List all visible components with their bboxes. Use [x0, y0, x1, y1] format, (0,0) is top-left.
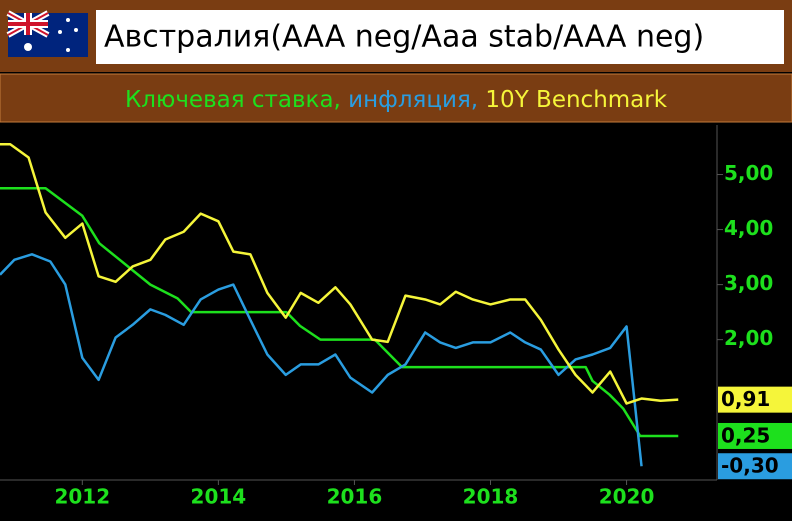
- y-tick-label: 5,00: [724, 161, 773, 185]
- x-tick-label: 2018: [463, 485, 519, 509]
- end-label-box: [718, 422, 792, 449]
- series-line: [0, 143, 679, 405]
- x-tick-label: 2014: [191, 485, 247, 509]
- subtitle-band: [0, 73, 792, 123]
- end-label: 0,91: [721, 387, 770, 411]
- x-tick-label: 2012: [54, 485, 110, 509]
- x-tick-label: 2020: [599, 485, 655, 509]
- series-line: [0, 253, 643, 467]
- flag: [6, 10, 88, 57]
- legend-entry: инфляция,: [348, 87, 478, 113]
- y-tick-label: 3,00: [724, 271, 773, 295]
- title-box: [96, 10, 784, 64]
- x-tick-label: 2016: [327, 485, 383, 509]
- end-label-box: [718, 453, 792, 480]
- end-label: 0,25: [721, 423, 770, 447]
- end-label-box: [718, 386, 792, 413]
- legend: Ключевая ставка, инфляция, 10Y Benchmark: [125, 87, 668, 113]
- y-tick-label: 4,00: [724, 216, 773, 240]
- chart-title: Австралия(AAA neg/Aaa stab/AAA neg): [104, 20, 704, 55]
- series-line: [0, 187, 679, 438]
- legend-entry: 10Y Benchmark: [485, 87, 667, 113]
- legend-entry: Ключевая ставка,: [125, 87, 341, 113]
- end-label: -0,30: [721, 454, 779, 478]
- y-tick-label: 2,00: [724, 326, 773, 350]
